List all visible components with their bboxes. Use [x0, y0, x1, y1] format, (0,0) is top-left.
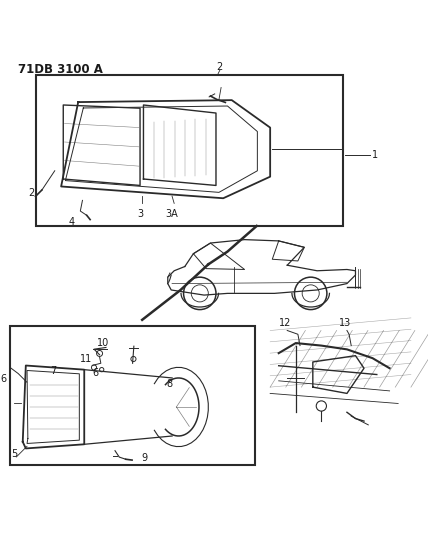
Text: 10: 10 — [97, 338, 109, 348]
Text: 3A: 3A — [166, 209, 178, 220]
Bar — [10, 326, 255, 465]
Text: 7: 7 — [51, 366, 56, 376]
Text: 9: 9 — [142, 454, 148, 464]
Text: 2: 2 — [217, 62, 223, 72]
Text: 12: 12 — [279, 318, 291, 328]
Text: 1: 1 — [372, 150, 378, 160]
Text: 13: 13 — [339, 318, 351, 328]
Text: 2: 2 — [28, 188, 34, 198]
Text: 3: 3 — [137, 209, 143, 220]
Text: 6: 6 — [93, 368, 99, 378]
Text: 6: 6 — [0, 374, 6, 384]
Text: 71DB 3100 A: 71DB 3100 A — [18, 62, 103, 76]
Text: 5: 5 — [11, 449, 17, 459]
Text: 4: 4 — [69, 217, 75, 227]
Text: 8: 8 — [166, 379, 172, 390]
Text: 11: 11 — [80, 354, 92, 365]
Bar — [36, 75, 343, 226]
